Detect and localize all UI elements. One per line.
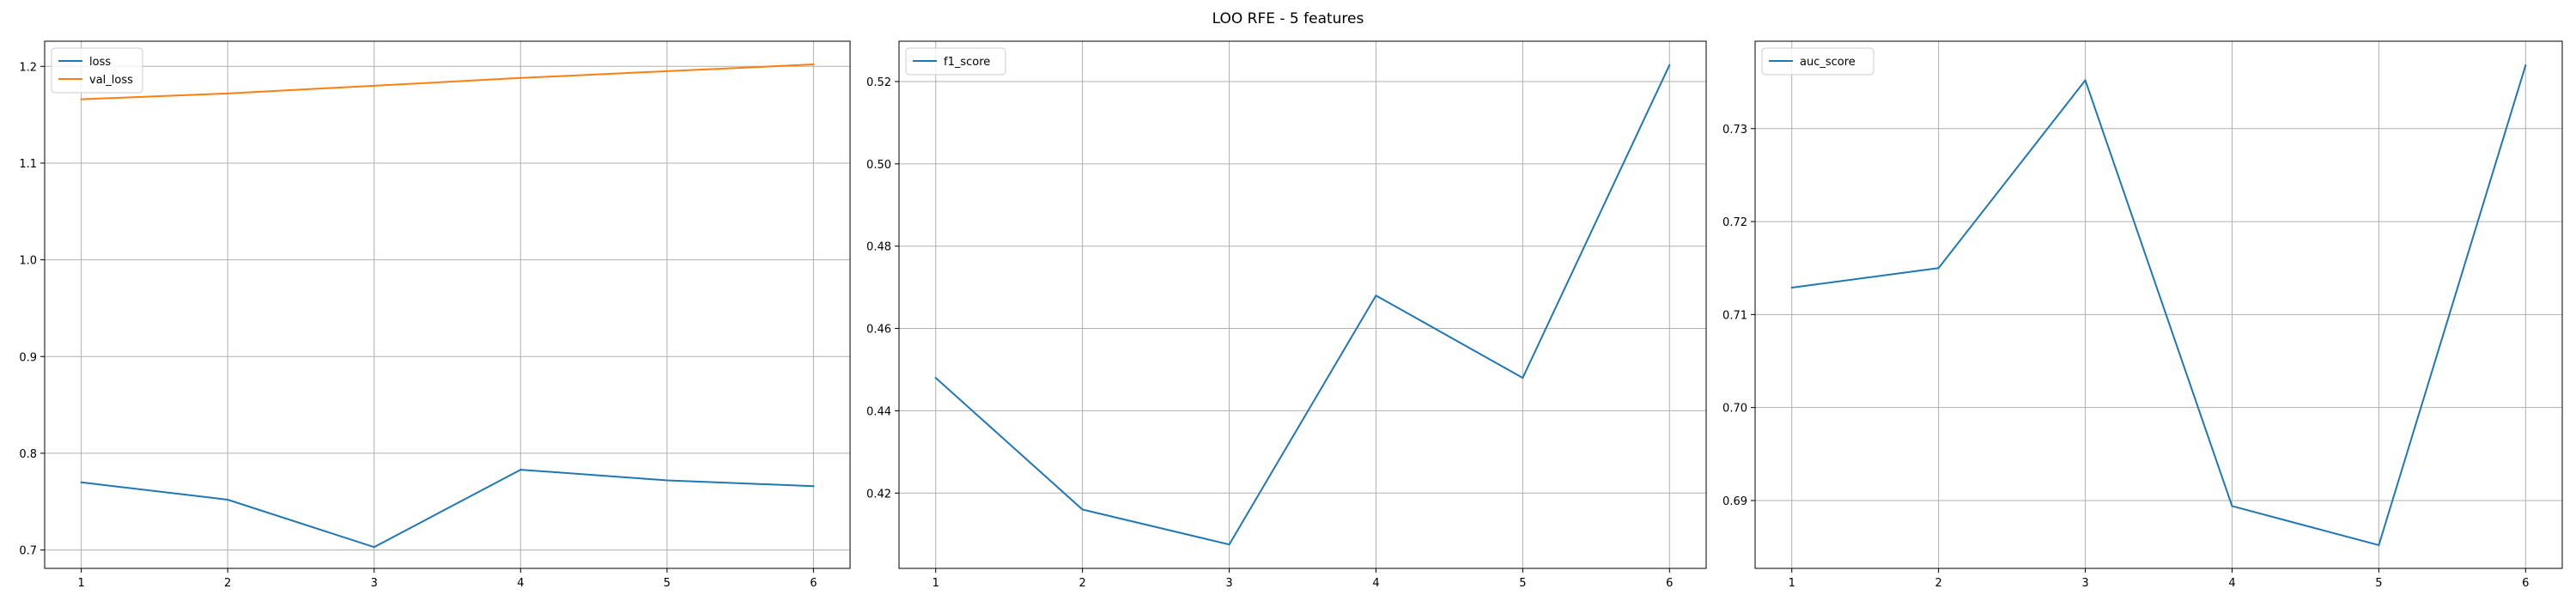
data-point-f1-score (1668, 64, 1671, 66)
data-point-f1-score (1522, 377, 1524, 379)
x-tick-label: 3 (2081, 577, 2088, 590)
legend-box (905, 47, 1006, 76)
data-point-loss (80, 481, 82, 483)
y-tick-label: 0.44 (866, 405, 891, 418)
data-point-val-loss (80, 98, 82, 100)
x-tick-label: 3 (1225, 577, 1232, 590)
x-tick-label: 1 (933, 577, 939, 590)
y-tick-label: 0.9 (19, 351, 37, 364)
y-tick-label: 0.73 (1722, 124, 1747, 137)
chart-3: 1 2 3 4 5 6 0.69 0.70 0.71 0.72 0.73 auc_score (1722, 40, 2563, 590)
x-tick-label: 4 (2228, 577, 2235, 590)
legend-label: f1_score (944, 56, 990, 69)
data-point-val-loss (519, 76, 522, 79)
y-tick-label: 1.0 (19, 255, 37, 268)
data-point-auc-score (2084, 79, 2087, 82)
data-point-loss (665, 479, 668, 482)
x-tick-label: 6 (810, 577, 817, 590)
x-tick-label: 5 (664, 577, 671, 590)
y-tick-label: 0.70 (1722, 403, 1747, 416)
legend-label: loss (89, 56, 111, 69)
y-tick-label: 0.8 (19, 448, 37, 461)
axes-frame (898, 40, 1707, 569)
data-point-auc-score (1937, 267, 1940, 270)
charts: 1 2 3 4 5 6 0.7 0.8 0.9 1.0 1.1 1.2 loss val_loss 1 2 3 4… (19, 40, 2563, 590)
legend: loss val_loss (51, 47, 143, 94)
y-tick-label: 0.71 (1722, 309, 1747, 322)
legend: auc_score (1761, 47, 1874, 76)
data-point-f1-score (1375, 294, 1377, 297)
y-tick-label: 0.50 (866, 159, 891, 172)
data-point-auc-score (2378, 543, 2380, 546)
x-tick-label: 2 (224, 577, 231, 590)
legend-box (1761, 47, 1874, 76)
data-point-val-loss (227, 92, 229, 94)
data-point-auc-score (2524, 64, 2527, 67)
y-tick-label: 1.2 (19, 61, 37, 74)
x-tick-label: 4 (1372, 577, 1379, 590)
series-line-auc-score (1790, 64, 2527, 546)
x-tick-label: 3 (371, 577, 378, 590)
x-tick-label: 1 (77, 577, 84, 590)
y-tick-label: 0.46 (866, 324, 891, 337)
data-point-f1-score (1228, 543, 1230, 546)
chart-1: 1 2 3 4 5 6 0.7 0.8 0.9 1.0 1.1 1.2 loss val_loss (19, 40, 851, 590)
data-point-f1-score (934, 377, 937, 379)
data-point-loss (373, 546, 375, 549)
data-point-val-loss (812, 64, 815, 66)
x-tick-label: 2 (1078, 577, 1085, 590)
y-tick-label: 0.42 (866, 488, 891, 501)
x-tick-label: 6 (1666, 577, 1673, 590)
y-tick-label: 0.7 (19, 545, 37, 558)
x-tick-label: 5 (2375, 577, 2382, 590)
data-point-loss (227, 499, 229, 501)
axes-frame (1754, 40, 2563, 569)
legend-box (51, 47, 143, 94)
data-point-auc-score (1790, 286, 1793, 288)
x-tick-label: 4 (517, 577, 524, 590)
legend-label: val_loss (89, 74, 133, 87)
data-point-loss (519, 469, 522, 471)
series-line-loss (80, 469, 815, 549)
y-tick-label: 0.72 (1722, 216, 1747, 229)
data-point-f1-score (1081, 508, 1084, 511)
y-tick-label: 1.1 (19, 158, 37, 171)
axes-frame (44, 40, 851, 569)
x-tick-label: 6 (2522, 577, 2529, 590)
data-point-auc-score (2231, 505, 2233, 507)
y-tick-label: 0.48 (866, 241, 891, 254)
data-point-val-loss (665, 70, 668, 72)
series-line-val-loss (80, 64, 815, 100)
series-line-f1-score (934, 64, 1671, 546)
data-point-loss (812, 485, 815, 488)
data-point-val-loss (373, 84, 375, 87)
figure-suptitle: LOO RFE - 5 features (1212, 10, 1364, 27)
x-tick-label: 2 (1935, 577, 1941, 590)
x-tick-label: 1 (1789, 577, 1795, 590)
legend-label: auc_score (1800, 56, 1856, 69)
y-tick-label: 0.52 (866, 76, 891, 89)
x-tick-label: 5 (1519, 577, 1526, 590)
legend: f1_score (905, 47, 1006, 76)
chart-2: 1 2 3 4 5 6 0.42 0.44 0.46 0.48 0.50 0.52 f1_score (866, 40, 1707, 590)
y-tick-label: 0.69 (1722, 495, 1747, 508)
